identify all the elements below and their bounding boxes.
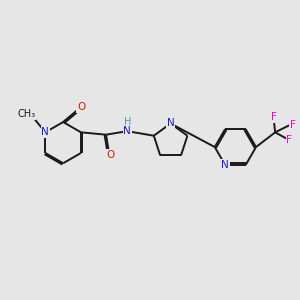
Text: CH₃: CH₃ [17, 109, 35, 119]
Text: F: F [286, 135, 292, 145]
Text: N: N [167, 118, 175, 128]
Text: O: O [77, 102, 86, 112]
Text: O: O [106, 150, 115, 160]
Text: N: N [221, 160, 229, 170]
Text: N: N [123, 126, 131, 136]
Text: F: F [271, 112, 277, 122]
Text: F: F [290, 120, 296, 130]
Text: N: N [41, 127, 49, 137]
Text: H: H [124, 117, 131, 127]
